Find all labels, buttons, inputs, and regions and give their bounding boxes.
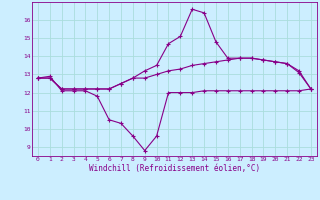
X-axis label: Windchill (Refroidissement éolien,°C): Windchill (Refroidissement éolien,°C) <box>89 164 260 173</box>
